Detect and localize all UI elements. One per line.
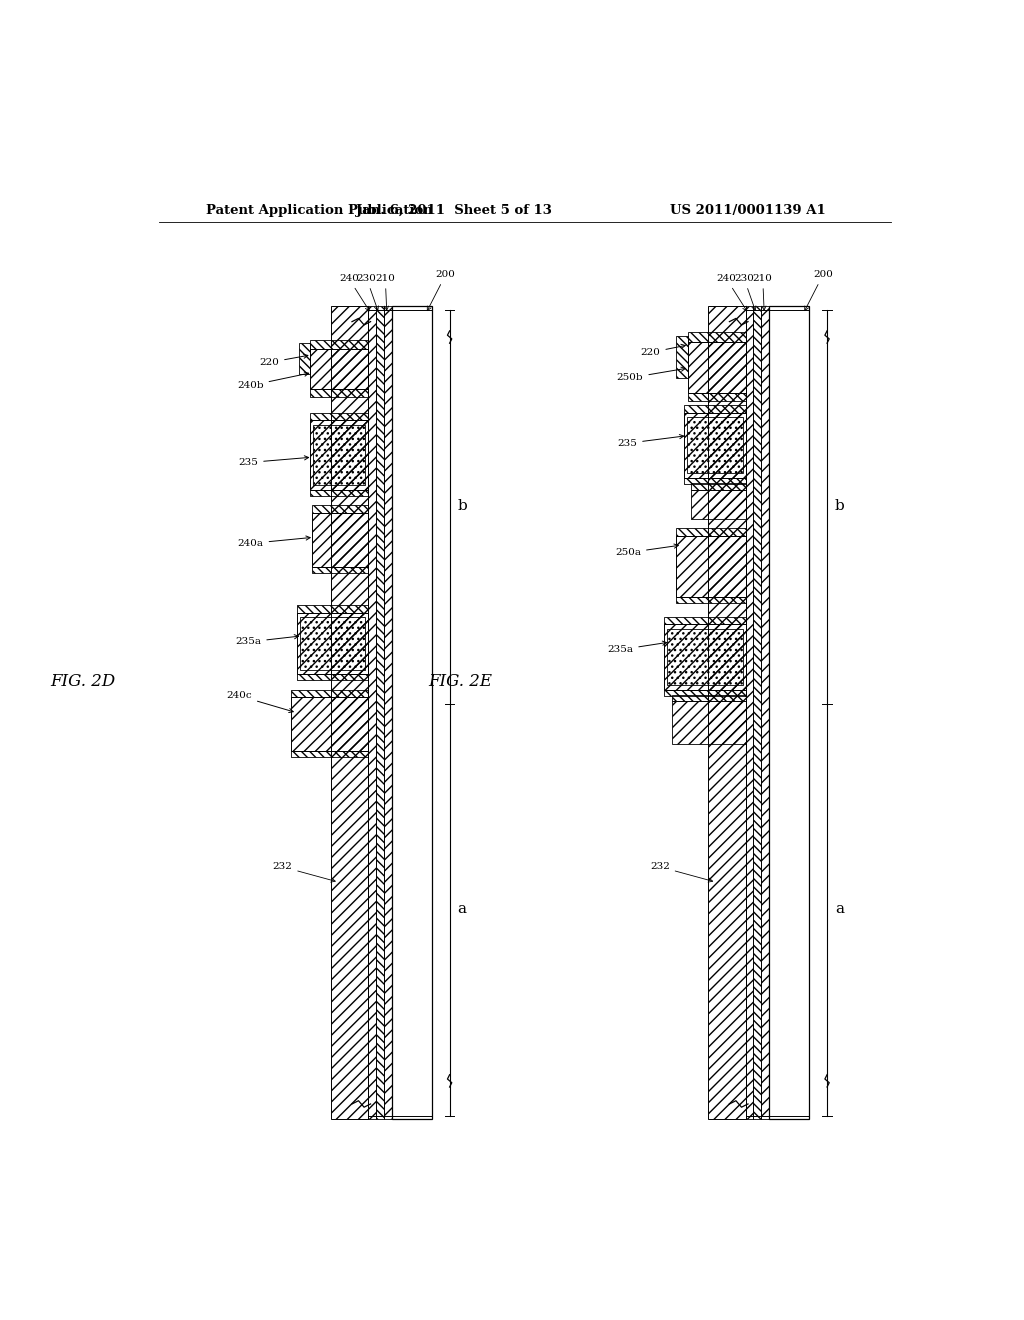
Bar xyxy=(310,389,369,397)
Text: US 2011/0001139 A1: US 2011/0001139 A1 xyxy=(671,205,826,218)
Bar xyxy=(297,612,369,675)
Bar xyxy=(676,528,745,536)
Text: 240: 240 xyxy=(717,275,746,310)
Bar xyxy=(684,405,745,412)
Bar xyxy=(676,335,687,378)
Bar xyxy=(687,393,745,401)
Bar xyxy=(691,483,745,490)
Bar xyxy=(665,616,745,624)
Bar xyxy=(665,624,745,689)
Bar xyxy=(687,333,745,342)
Bar xyxy=(310,490,369,496)
Bar xyxy=(376,306,384,1119)
Bar xyxy=(709,306,745,1119)
Text: 240: 240 xyxy=(339,275,370,310)
Bar xyxy=(754,306,761,1119)
Text: 220: 220 xyxy=(641,345,685,356)
Text: 235: 235 xyxy=(239,455,308,467)
Text: 210: 210 xyxy=(376,275,395,310)
Bar xyxy=(297,605,369,612)
Bar xyxy=(687,417,742,474)
Bar xyxy=(684,478,745,484)
Text: 230: 230 xyxy=(734,275,756,310)
Bar xyxy=(672,701,745,743)
Bar xyxy=(691,490,745,519)
Bar xyxy=(291,751,369,758)
Bar xyxy=(299,343,310,374)
Text: 250b: 250b xyxy=(616,367,685,383)
Bar xyxy=(676,536,745,598)
Bar xyxy=(312,506,369,512)
Bar xyxy=(684,412,745,478)
Bar xyxy=(745,306,754,1119)
Text: Jan. 6, 2011  Sheet 5 of 13: Jan. 6, 2011 Sheet 5 of 13 xyxy=(355,205,552,218)
Bar xyxy=(313,425,366,484)
Text: 200: 200 xyxy=(805,271,833,310)
Text: 210: 210 xyxy=(753,275,773,310)
Text: 230: 230 xyxy=(356,275,379,310)
Text: Patent Application Publication: Patent Application Publication xyxy=(206,205,432,218)
Bar xyxy=(331,306,369,1119)
Text: 235a: 235a xyxy=(607,642,667,655)
Text: 250a: 250a xyxy=(615,544,678,557)
Text: b: b xyxy=(835,499,845,513)
Bar xyxy=(291,689,369,697)
Bar xyxy=(369,306,376,1119)
Bar xyxy=(687,342,745,393)
Text: b: b xyxy=(458,499,467,513)
Bar xyxy=(297,675,369,681)
Bar xyxy=(672,696,745,701)
Text: 240b: 240b xyxy=(237,372,308,389)
Text: 235: 235 xyxy=(617,434,684,447)
Text: a: a xyxy=(458,902,466,916)
Bar xyxy=(310,420,369,490)
Text: 232: 232 xyxy=(650,862,713,882)
Bar xyxy=(310,341,369,350)
Bar xyxy=(676,597,745,603)
Bar xyxy=(312,512,369,566)
Text: 200: 200 xyxy=(427,271,456,310)
Bar xyxy=(761,306,769,1119)
Bar xyxy=(310,350,369,389)
Text: FIG. 2E: FIG. 2E xyxy=(428,673,492,690)
Bar xyxy=(384,306,391,1119)
Bar xyxy=(668,628,742,685)
Bar xyxy=(291,697,369,751)
Bar xyxy=(769,306,809,1119)
Bar xyxy=(391,306,432,1119)
Text: 232: 232 xyxy=(272,862,335,882)
Bar xyxy=(665,690,745,696)
Text: 220: 220 xyxy=(259,354,308,367)
Text: a: a xyxy=(835,902,844,916)
Text: 235a: 235a xyxy=(236,635,299,647)
Bar xyxy=(310,412,369,420)
Text: 240a: 240a xyxy=(238,536,310,548)
Text: 240c: 240c xyxy=(226,692,293,713)
Bar xyxy=(312,566,369,573)
Bar xyxy=(300,618,366,669)
Text: FIG. 2D: FIG. 2D xyxy=(50,673,116,690)
